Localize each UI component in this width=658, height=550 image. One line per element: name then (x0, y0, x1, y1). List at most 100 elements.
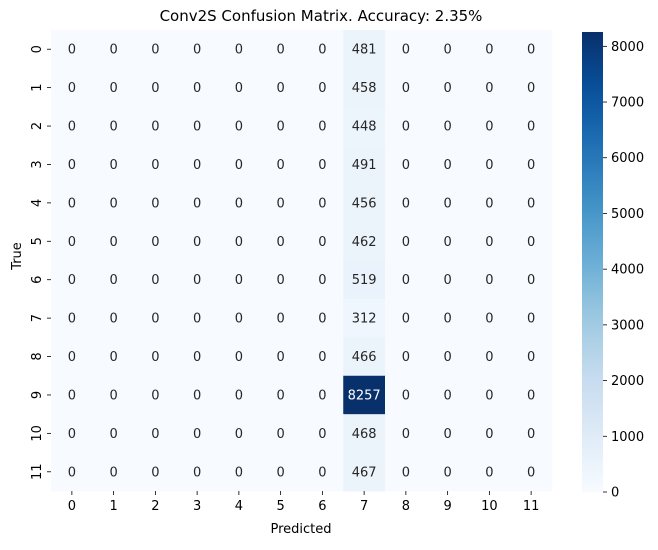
cell-value-label: 0 (235, 312, 243, 327)
cell-value-label: 0 (193, 81, 201, 96)
cell-value-label: 0 (151, 196, 159, 211)
colorbar-tick-label: 0 (611, 486, 619, 501)
cell-value-label: 0 (68, 427, 76, 442)
heatmap-cell (468, 298, 511, 338)
heatmap-cell (92, 68, 135, 108)
chart-title: Conv2S Confusion Matrix. Accuracy: 2.35% (160, 7, 483, 25)
cell-value-label: 0 (235, 235, 243, 250)
cell-value-label: 0 (485, 312, 493, 327)
cell-value-label: 0 (193, 158, 201, 173)
y-tick-label: 5 (30, 237, 45, 245)
heatmap-cell (343, 30, 386, 69)
heatmap-cell (426, 145, 469, 185)
cell-value-label: 0 (151, 158, 159, 173)
heatmap-cell (92, 106, 135, 146)
heatmap-cell (51, 68, 94, 108)
cell-value-label: 0 (402, 427, 410, 442)
heatmap-cell (301, 30, 344, 69)
y-axis-label: True (10, 242, 25, 271)
cell-value-label: 0 (151, 465, 159, 480)
heatmap-cell (468, 414, 511, 454)
cell-value-label: 0 (235, 81, 243, 96)
cell-value-label: 0 (527, 120, 535, 135)
cell-value-label: 0 (109, 273, 117, 288)
heatmap-cell (92, 298, 135, 338)
heatmap-cell (510, 183, 553, 223)
cell-value-label: 0 (193, 312, 201, 327)
cell-value-label: 0 (443, 350, 451, 365)
x-axis-ticks: 0 1 2 3 4 5 6 7 8 9 10 11 (68, 491, 539, 514)
cell-value-label: 0 (527, 312, 535, 327)
cell-value-label: 0 (318, 196, 326, 211)
x-tick-label: 2 (151, 499, 159, 514)
cell-value-label: 0 (318, 235, 326, 250)
heatmap-cell (218, 30, 261, 69)
cell-value-label: 0 (109, 235, 117, 250)
heatmap-cell (468, 106, 511, 146)
heatmap-cell (301, 337, 344, 377)
heatmap-cell (134, 222, 177, 261)
heatmap-cell (301, 298, 344, 338)
cell-value-label: 0 (235, 120, 243, 135)
cell-value-label: 0 (402, 350, 410, 365)
colorbar-tick-label: 6000 (611, 151, 644, 166)
cell-value-label: 0 (68, 196, 76, 211)
heatmap-cell (468, 222, 511, 261)
heatmap-cell (92, 452, 135, 492)
cell-value-label: 0 (402, 465, 410, 480)
x-tick-label: 4 (235, 499, 243, 514)
cell-value-label: 0 (402, 312, 410, 327)
heatmap-cell (259, 337, 302, 377)
cell-value-label: 0 (68, 273, 76, 288)
cell-value-label: 0 (443, 120, 451, 135)
cell-value-label: 481 (352, 43, 377, 58)
cell-value-label: 0 (402, 388, 410, 403)
heatmap-cell (385, 337, 428, 377)
cell-value-label: 0 (527, 235, 535, 250)
cell-value-label: 0 (109, 388, 117, 403)
heatmap-cell (468, 68, 511, 108)
heatmap-cell (385, 30, 428, 69)
cell-value-label: 0 (443, 388, 451, 403)
cell-value-label: 0 (485, 158, 493, 173)
cell-value-label: 0 (68, 235, 76, 250)
cell-value-label: 0 (485, 273, 493, 288)
cell-value-label: 0 (443, 465, 451, 480)
heatmap-cell (92, 30, 135, 69)
x-axis-label: Predicted (270, 522, 331, 537)
cell-value-label: 0 (109, 196, 117, 211)
colorbar-tick-label: 5000 (611, 207, 644, 222)
heatmap-cell (343, 145, 386, 185)
heatmap-cell (259, 414, 302, 454)
cell-value-label: 468 (352, 427, 377, 442)
cell-value-label: 0 (235, 273, 243, 288)
colorbar-tick-label: 7000 (611, 96, 644, 111)
cell-value-label: 0 (443, 43, 451, 58)
heatmap-cell (92, 414, 135, 454)
cell-value-label: 0 (527, 350, 535, 365)
x-tick-label: 0 (68, 499, 76, 514)
cell-value-label: 0 (193, 235, 201, 250)
cell-value-label: 0 (402, 235, 410, 250)
heatmap-cell (218, 298, 261, 338)
cell-value-label: 0 (68, 81, 76, 96)
cell-value-label: 0 (276, 196, 284, 211)
heatmap-cell (385, 298, 428, 338)
cell-value-label: 0 (68, 465, 76, 480)
colorbar-tick-label: 8000 (611, 40, 644, 55)
heatmap-cell (176, 375, 219, 415)
heatmap-cell (92, 260, 135, 300)
heatmap-cell (426, 375, 469, 415)
heatmap-cell (176, 260, 219, 300)
heatmap-cell (51, 452, 94, 492)
heatmap-cell (134, 30, 177, 69)
y-tick-label: 11 (30, 464, 45, 481)
cell-value-label: 0 (151, 388, 159, 403)
cell-value-label: 0 (402, 273, 410, 288)
heatmap-cell (176, 106, 219, 146)
heatmap-cell (176, 298, 219, 338)
cell-value-label: 0 (276, 427, 284, 442)
heatmap-cell (343, 375, 386, 415)
heatmap-cell (426, 183, 469, 223)
cell-value-label: 0 (276, 235, 284, 250)
